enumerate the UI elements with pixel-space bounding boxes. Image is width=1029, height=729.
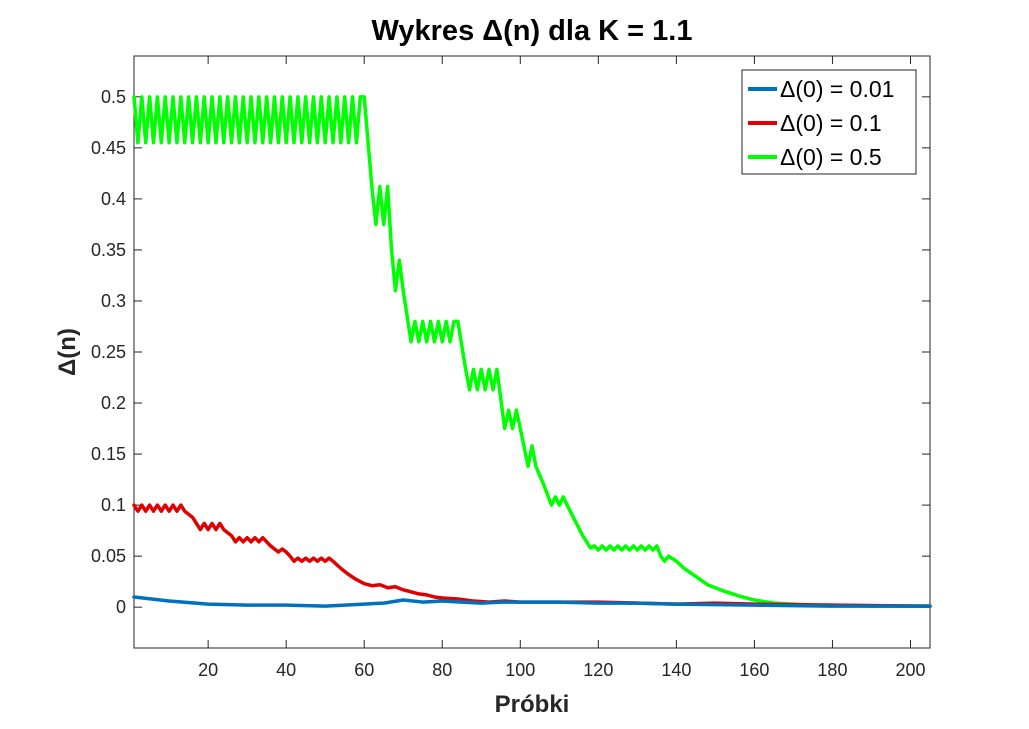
axis-ticks: 20 40 60 80 100 120 140 160 180 200 0 0.05 0.1 0.15 0.… bbox=[91, 56, 930, 680]
y-tick-label: 0 bbox=[116, 597, 126, 617]
legend-label-2: Δ(0) = 0.5 bbox=[780, 144, 882, 170]
x-tick-label: 160 bbox=[739, 660, 769, 680]
legend: Δ(0) = 0.01 Δ(0) = 0.1 Δ(0) = 0.5 bbox=[741, 69, 917, 175]
y-tick-label: 0.1 bbox=[101, 495, 126, 515]
x-tick-label: 120 bbox=[583, 660, 613, 680]
x-axis-label: Próbki bbox=[495, 691, 570, 718]
y-tick-label: 0.5 bbox=[101, 87, 126, 107]
y-tick-label: 0.25 bbox=[91, 342, 126, 362]
x-tick-label: 140 bbox=[661, 660, 691, 680]
series-line-1 bbox=[132, 503, 932, 608]
y-axis-label: Δ(n) bbox=[54, 328, 81, 376]
series-line-0 bbox=[132, 595, 932, 608]
x-tick-label: 60 bbox=[354, 660, 374, 680]
series-layer bbox=[132, 95, 932, 608]
x-tick-label: 200 bbox=[895, 660, 925, 680]
y-tick-label: 0.2 bbox=[101, 393, 126, 413]
x-tick-label: 180 bbox=[817, 660, 847, 680]
x-tick-label: 100 bbox=[505, 660, 535, 680]
y-tick-label: 0.3 bbox=[101, 291, 126, 311]
y-tick-label: 0.35 bbox=[91, 240, 126, 260]
x-tick-label: 20 bbox=[198, 660, 218, 680]
series-line-2 bbox=[132, 95, 932, 608]
legend-label-0: Δ(0) = 0.01 bbox=[780, 76, 894, 102]
y-tick-label: 0.05 bbox=[91, 546, 126, 566]
chart-title: Wykres Δ(n) dla K = 1.1 bbox=[372, 15, 693, 47]
x-tick-label: 80 bbox=[432, 660, 452, 680]
legend-label-1: Δ(0) = 0.1 bbox=[780, 110, 882, 136]
x-tick-label: 40 bbox=[276, 660, 296, 680]
y-tick-label: 0.45 bbox=[91, 138, 126, 158]
y-tick-label: 0.15 bbox=[91, 444, 126, 464]
y-tick-label: 0.4 bbox=[101, 189, 126, 209]
